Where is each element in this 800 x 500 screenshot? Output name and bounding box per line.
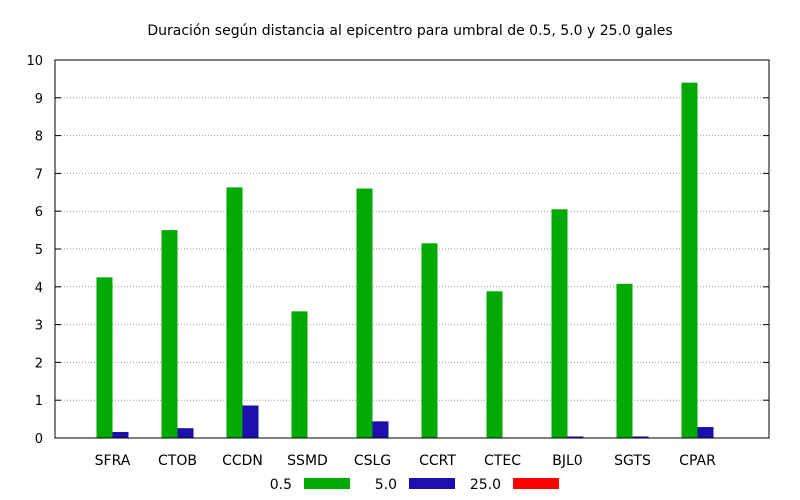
y-tick-label: 2 bbox=[35, 356, 43, 371]
bar-bjl0-series-1 bbox=[551, 209, 568, 438]
legend-label: 25.0 bbox=[470, 477, 501, 493]
bar-cpar-series-1 bbox=[681, 82, 698, 439]
bar-ctob-series-2 bbox=[177, 428, 194, 438]
x-tick-label: SFRA bbox=[95, 453, 131, 469]
y-tick-label: 7 bbox=[35, 167, 43, 182]
bar-ctec-series-1 bbox=[486, 291, 503, 438]
y-tick-label: 4 bbox=[35, 281, 43, 296]
bar-sfra-series-2 bbox=[112, 431, 129, 438]
axes bbox=[54, 59, 770, 439]
y-tick-label: 3 bbox=[35, 319, 43, 334]
bar-sfra-series-1 bbox=[96, 277, 113, 438]
bar-ccdn-series-2 bbox=[242, 405, 259, 438]
bar-bjl0-series-2 bbox=[567, 436, 584, 438]
y-tick-label: 6 bbox=[35, 205, 43, 220]
bar-sgts-series-2 bbox=[632, 436, 649, 438]
legend: 0.5 5.0 25.0 bbox=[270, 477, 559, 493]
bar-cpar-series-2 bbox=[697, 427, 714, 438]
plot-frame bbox=[54, 59, 770, 439]
gridlines bbox=[55, 97, 769, 401]
legend-label: 0.5 bbox=[270, 477, 292, 493]
bar-ssmd-series-1 bbox=[291, 311, 308, 438]
legend-swatch bbox=[304, 478, 350, 489]
x-tick-label: CCDN bbox=[222, 453, 263, 469]
x-tick-labels: SFRA CTOB CCDN SSMD CSLG CCRT CTEC BJL0 SGTS CPAR bbox=[95, 453, 716, 469]
x-tick-label: CTEC bbox=[484, 453, 521, 469]
y-tick-label: 8 bbox=[35, 130, 43, 145]
bar-ccrt-series-1 bbox=[421, 243, 438, 438]
y-tick-label: 9 bbox=[35, 92, 43, 107]
legend-swatch bbox=[409, 478, 455, 489]
x-tick-label: CPAR bbox=[679, 453, 716, 469]
bar-ccdn-series-1 bbox=[226, 187, 243, 438]
x-tick-label: BJL0 bbox=[552, 453, 582, 469]
bar-cslg-series-1 bbox=[356, 188, 373, 438]
legend-swatch bbox=[513, 478, 559, 489]
x-tick-label: SSMD bbox=[287, 453, 328, 469]
legend-label: 5.0 bbox=[375, 477, 397, 493]
x-tick-label: SGTS bbox=[614, 453, 651, 469]
bar-sgts-series-1 bbox=[616, 283, 633, 438]
y-tick-label: 1 bbox=[35, 394, 43, 409]
bar-cslg-series-2 bbox=[372, 421, 389, 438]
y-tick-labels: 0 1 2 3 4 5 6 7 8 9 10 bbox=[26, 54, 43, 447]
x-tick-label: CSLG bbox=[354, 453, 391, 469]
x-tick-label: CTOB bbox=[158, 453, 197, 469]
bars bbox=[96, 82, 714, 439]
y-tick-label: 5 bbox=[35, 243, 43, 258]
y-tick-label: 10 bbox=[26, 54, 43, 69]
y-tick-label: 0 bbox=[35, 432, 43, 447]
bar-ctob-series-1 bbox=[161, 230, 178, 438]
chart-title: Duración según distancia al epicentro pa… bbox=[147, 23, 672, 39]
x-tick-label: CCRT bbox=[419, 453, 456, 469]
